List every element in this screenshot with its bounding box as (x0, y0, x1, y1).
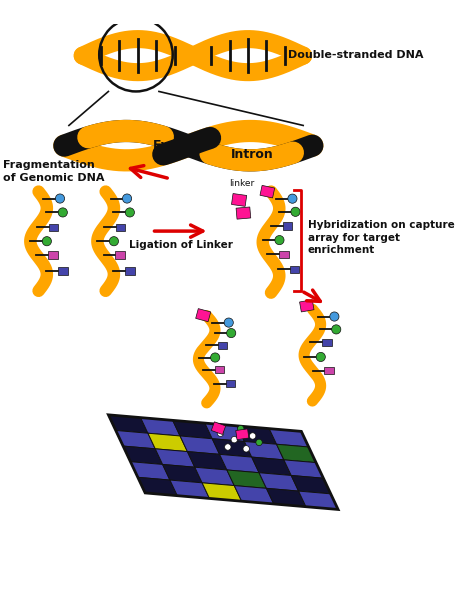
Circle shape (237, 425, 244, 432)
Text: linker: linker (229, 179, 254, 188)
Circle shape (249, 433, 256, 439)
Bar (116, 251, 125, 259)
Bar (322, 338, 332, 346)
Polygon shape (202, 483, 242, 501)
Bar (236, 207, 251, 219)
Circle shape (125, 208, 135, 217)
Circle shape (58, 208, 67, 217)
Polygon shape (170, 480, 210, 499)
Text: Ligation of Linker: Ligation of Linker (129, 240, 233, 250)
Circle shape (330, 312, 339, 321)
Bar (48, 251, 57, 259)
Polygon shape (212, 439, 252, 457)
Bar (300, 300, 314, 312)
Bar (325, 367, 334, 374)
Circle shape (42, 236, 52, 246)
Circle shape (256, 439, 262, 446)
Bar (260, 185, 274, 198)
Circle shape (224, 318, 233, 327)
Polygon shape (173, 421, 212, 439)
Circle shape (227, 328, 236, 338)
Circle shape (316, 352, 325, 362)
Circle shape (109, 236, 118, 246)
Circle shape (225, 444, 231, 450)
Circle shape (275, 236, 284, 245)
Text: Fragmentation
of Genomic DNA: Fragmentation of Genomic DNA (3, 160, 104, 182)
Circle shape (332, 325, 341, 334)
Bar (126, 267, 135, 275)
Polygon shape (138, 478, 177, 496)
Polygon shape (116, 430, 155, 449)
Polygon shape (252, 457, 291, 475)
Bar (279, 251, 289, 258)
Polygon shape (237, 426, 276, 444)
Circle shape (243, 446, 249, 452)
Polygon shape (155, 449, 195, 467)
Polygon shape (180, 436, 219, 454)
Polygon shape (276, 444, 316, 463)
Polygon shape (141, 418, 180, 436)
Circle shape (291, 207, 300, 217)
Circle shape (231, 436, 237, 443)
Polygon shape (148, 433, 187, 452)
Bar (58, 267, 68, 275)
Polygon shape (266, 488, 306, 507)
Bar (219, 341, 228, 349)
Polygon shape (245, 442, 284, 460)
Bar (116, 224, 125, 231)
Text: Hybridization on capture
array for target
enrichment: Hybridization on capture array for targe… (308, 220, 455, 255)
Polygon shape (227, 470, 266, 488)
Polygon shape (195, 467, 234, 485)
Polygon shape (269, 428, 309, 447)
Bar (236, 429, 249, 440)
Circle shape (210, 353, 220, 362)
Polygon shape (234, 485, 274, 504)
Bar (196, 308, 211, 322)
Bar (211, 422, 226, 434)
Polygon shape (187, 452, 227, 470)
Polygon shape (284, 460, 323, 478)
Polygon shape (130, 461, 170, 480)
Polygon shape (259, 473, 299, 491)
Bar (290, 266, 299, 273)
Circle shape (122, 194, 132, 203)
Polygon shape (163, 464, 202, 483)
Bar (215, 366, 224, 373)
Text: Double-stranded DNA: Double-stranded DNA (288, 50, 424, 60)
Text: Intron: Intron (231, 148, 274, 161)
Circle shape (55, 194, 64, 203)
Polygon shape (299, 491, 338, 509)
Bar (231, 194, 246, 206)
Bar (49, 224, 58, 231)
Text: Exon: Exon (153, 139, 187, 152)
Polygon shape (123, 446, 163, 464)
Bar (226, 380, 235, 388)
Polygon shape (205, 423, 245, 442)
Circle shape (288, 194, 297, 203)
Polygon shape (219, 454, 259, 473)
Polygon shape (109, 415, 148, 433)
Circle shape (217, 430, 224, 436)
Bar (283, 222, 292, 230)
Polygon shape (291, 475, 331, 494)
